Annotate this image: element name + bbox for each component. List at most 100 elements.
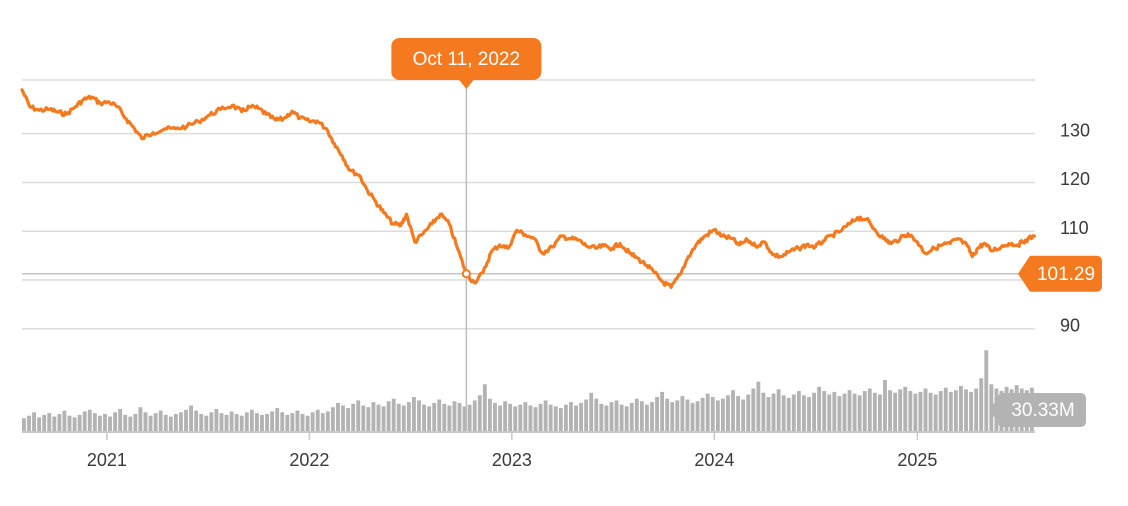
volume-bar (214, 408, 219, 431)
volume-bar (634, 398, 639, 431)
volume-bar (923, 388, 928, 431)
volume-bar (254, 413, 259, 431)
volume-bar (47, 413, 52, 431)
volume-bar (482, 384, 487, 431)
volume-bar (366, 407, 371, 431)
volume-bar (579, 402, 584, 431)
date-badge-pointer (458, 79, 475, 89)
volume-bar (837, 396, 842, 431)
volume-bar (87, 409, 92, 431)
volume-bar (867, 388, 872, 431)
volume-bar (872, 392, 877, 431)
volume-bar (179, 412, 183, 431)
volume-bar (746, 394, 751, 431)
y-tick-label: 120 (1060, 169, 1090, 189)
volume-bar (396, 403, 401, 431)
x-tick-label: 2023 (492, 450, 532, 470)
x-tick-label: 2021 (87, 450, 127, 470)
volume-bar (285, 414, 290, 431)
volume-bar (457, 402, 462, 431)
volume-bar (791, 394, 796, 431)
volume-bar (239, 415, 244, 431)
volume-bar (138, 407, 143, 431)
volume-bar (710, 397, 715, 431)
volume-bar (964, 389, 968, 431)
volume-bar (427, 406, 432, 431)
volume-bar (680, 396, 685, 431)
volume-bar (249, 409, 254, 431)
volume-bar (953, 390, 958, 431)
volume-bar (493, 402, 497, 431)
volume-bar (224, 414, 229, 431)
volume-bar (847, 390, 852, 431)
volume-bar (67, 415, 72, 431)
volume-bar (260, 414, 264, 431)
volume-bar (173, 414, 178, 431)
volume-bar (62, 410, 67, 431)
volume-bar (320, 413, 325, 431)
volume-bar (447, 405, 452, 431)
volume-bar (700, 397, 705, 431)
volume-baseline (22, 431, 1035, 433)
volume-bar (726, 395, 730, 431)
volume-bar (933, 394, 938, 431)
volume-bar (898, 389, 903, 431)
volume-bar (432, 402, 437, 431)
price-line (20, 88, 1036, 289)
crosshair-date-badge: Oct 11, 2022 (391, 38, 542, 89)
volume-bar (108, 416, 112, 431)
last-value-label: 101.29 (1037, 264, 1095, 285)
volume-bar (543, 400, 548, 431)
volume-bar (143, 412, 148, 431)
volume-bar (766, 397, 771, 431)
volume-bar (786, 397, 791, 431)
volume-bar (209, 412, 214, 431)
volume-bar (665, 398, 670, 431)
volume-bar (300, 414, 305, 431)
volume-bar (807, 397, 811, 431)
volume-bar (781, 395, 786, 431)
y-tick-label: 90 (1060, 316, 1080, 336)
volume-bar (148, 415, 153, 431)
volume-bar (741, 399, 746, 431)
volume-bar (731, 390, 735, 431)
volume-bar (705, 393, 710, 431)
volume-bar (472, 400, 477, 431)
volume-bar (589, 392, 594, 431)
volume-bar (857, 395, 862, 431)
volume-bar (594, 398, 599, 431)
volume-bar (812, 392, 817, 431)
volume-bar (508, 403, 513, 431)
volume-bar (604, 405, 609, 431)
volume-bar (412, 397, 416, 431)
crosshair-date-label: Oct 11, 2022 (413, 49, 520, 70)
volume-bar (361, 405, 366, 431)
volume-bar (158, 410, 163, 431)
volume-bar (310, 412, 315, 431)
volume-bar (599, 403, 604, 431)
x-tick-label: 2024 (694, 450, 734, 470)
volume-bar (27, 415, 31, 431)
volume-bar (817, 386, 822, 431)
volume-bar (325, 411, 330, 431)
gridlines (22, 79, 1035, 330)
volume-bar (827, 394, 832, 431)
volume-bar (204, 415, 209, 431)
volume-bar (771, 393, 776, 431)
volume-bar (523, 402, 528, 431)
y-axis-ticks: 90 110 120 130 (1060, 120, 1090, 335)
volume-bar (391, 398, 396, 431)
volume-bar (518, 404, 523, 431)
volume-bar (194, 410, 199, 431)
volume-bar (153, 413, 158, 431)
volume-bar (199, 414, 204, 431)
volume-bar (133, 414, 138, 431)
volume-bar (938, 391, 943, 431)
volume-bar (989, 384, 994, 431)
volume-bar (442, 403, 447, 431)
volume-bar (761, 392, 766, 431)
volume-bar (113, 412, 118, 431)
x-tick-label: 2025 (897, 450, 937, 470)
volume-bar (533, 407, 538, 431)
